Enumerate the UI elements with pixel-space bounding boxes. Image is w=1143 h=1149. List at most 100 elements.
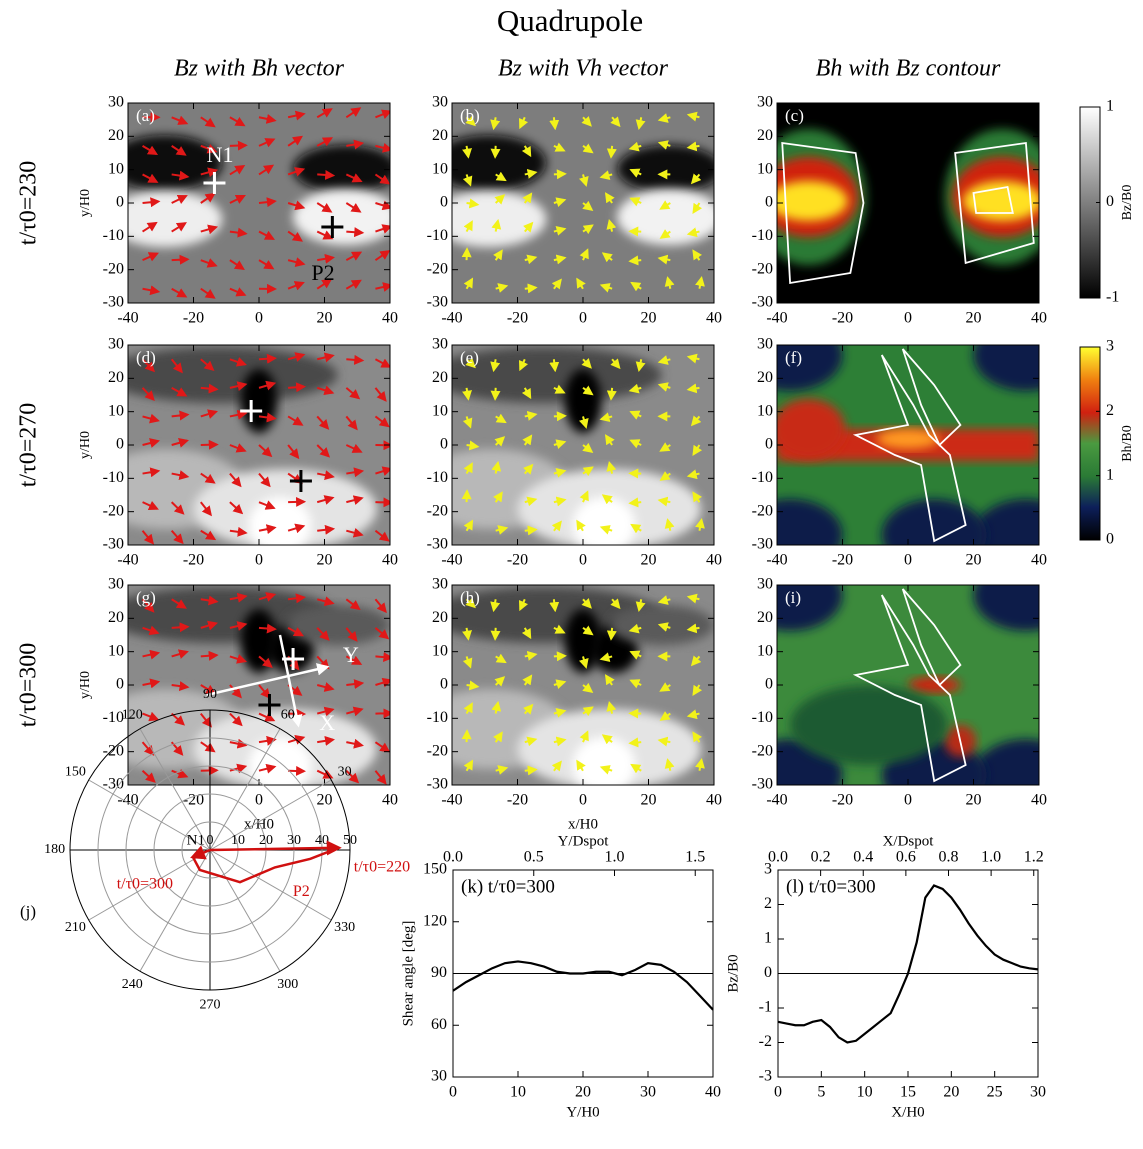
y-tick-label: 30 xyxy=(108,94,124,111)
x-tick-label: -20 xyxy=(183,552,204,569)
vector-arrow xyxy=(611,388,612,399)
y-tick-label: 2 xyxy=(764,895,772,912)
y-tick-label: -1 xyxy=(759,999,772,1016)
x-axis-label: Y/H0 xyxy=(566,1104,599,1120)
column-title: Bz with Bh vector xyxy=(174,56,345,82)
x-tick-label: 20 xyxy=(641,552,657,569)
polar-spoke xyxy=(210,850,280,971)
vector-arrow xyxy=(611,628,612,639)
y-tick-label: -30 xyxy=(103,294,124,311)
vector-arrow xyxy=(554,416,565,417)
panel-label: (b) xyxy=(460,106,480,125)
x-tick-label: -20 xyxy=(832,792,853,809)
x-tick-label: -40 xyxy=(441,792,462,809)
y-tick-label: -30 xyxy=(103,536,124,553)
vector-arrow xyxy=(495,388,496,399)
y-tick-label: -20 xyxy=(103,260,124,277)
map-panel xyxy=(89,345,392,553)
theta-tick-label: 330 xyxy=(334,920,355,935)
x-tick-label: -40 xyxy=(766,552,787,569)
panel-label: (c) xyxy=(785,106,804,125)
y-tick-label: 30 xyxy=(108,336,124,353)
y-tick-label: 20 xyxy=(757,369,773,386)
y-tick-label: 10 xyxy=(757,160,773,177)
colorbar-label: Bh/B0 xyxy=(1120,425,1135,462)
y-tick-label: -30 xyxy=(427,294,448,311)
row-label: t/τ0=230 xyxy=(16,161,42,246)
field-region xyxy=(974,559,1079,631)
colorbar-tick-label: 3 xyxy=(1106,338,1114,355)
y-tick-label: 0 xyxy=(764,964,772,981)
x-tick-label: -40 xyxy=(766,792,787,809)
x-tick-label: -20 xyxy=(832,310,853,327)
y-tick-label: 20 xyxy=(108,369,124,386)
vector-arrow xyxy=(630,260,641,261)
y-tick-label: 10 xyxy=(432,402,448,419)
x-tick-label: 20 xyxy=(966,792,982,809)
y-axis-label: Bz/B0 xyxy=(725,954,741,992)
y-tick-label: 20 xyxy=(757,127,773,144)
x-tick-label: 0 xyxy=(904,552,912,569)
y-tick-label: -20 xyxy=(752,742,773,759)
x-tick-label: 0 xyxy=(579,552,587,569)
vector-arrow xyxy=(630,502,641,503)
field-region xyxy=(617,145,722,193)
y-tick-label: 0 xyxy=(765,436,773,453)
field-region xyxy=(617,189,722,245)
panel-label: (d) xyxy=(136,348,156,367)
colorbar xyxy=(1080,347,1100,540)
x-tick-label: -20 xyxy=(507,310,528,327)
x-tick-label: 25 xyxy=(987,1084,1003,1101)
y-tick-label: 120 xyxy=(423,912,447,929)
x-tick-label: 40 xyxy=(706,552,722,569)
colorbar-tick-label: 1 xyxy=(1106,98,1114,115)
y-tick-label: 0 xyxy=(440,676,448,693)
x-tick-label: 10 xyxy=(510,1084,526,1101)
map-panel xyxy=(413,345,714,553)
field-region xyxy=(974,319,1079,391)
vector-arrow xyxy=(346,359,362,360)
field-region xyxy=(769,181,848,221)
x-tick-label: -20 xyxy=(507,552,528,569)
map-panel xyxy=(413,585,714,793)
y-tick-label: -10 xyxy=(427,469,448,486)
x-tick-label: -20 xyxy=(183,792,204,809)
r-tick-label: 20 xyxy=(259,833,273,848)
x2-axis-label: X/Dspot xyxy=(883,833,935,849)
x-tick-label: 40 xyxy=(1031,310,1047,327)
y-tick-label: 0 xyxy=(440,194,448,211)
r-tick-label: 40 xyxy=(315,833,329,848)
y-tick-label: -30 xyxy=(752,776,773,793)
vector-arrow xyxy=(317,174,333,175)
x-tick-label: -40 xyxy=(117,310,138,327)
panel-label: (f) xyxy=(785,348,802,367)
vector-arrow xyxy=(630,742,641,743)
field-region xyxy=(293,189,398,245)
x-tick-label: 0 xyxy=(904,310,912,327)
panel-label: (l) t/τ0=300 xyxy=(786,876,876,897)
vector-arrow xyxy=(201,655,217,656)
x-tick-label: -40 xyxy=(766,310,787,327)
field-region xyxy=(877,429,940,449)
y-tick-label: 10 xyxy=(108,160,124,177)
y-tick-label: 10 xyxy=(757,402,773,419)
x2-tick-label: 0.8 xyxy=(938,849,958,866)
x-tick-label: 0 xyxy=(255,792,263,809)
column-title: Bz with Vh vector xyxy=(498,56,669,82)
x-tick-label: -40 xyxy=(117,792,138,809)
x-axis-label: x/H0 xyxy=(244,816,274,832)
y-tick-label: 3 xyxy=(764,861,772,878)
y-axis-label: y/H0 xyxy=(78,189,93,217)
map-panel xyxy=(107,103,398,303)
r-tick-label: 10 xyxy=(231,833,245,848)
annotation: N1 xyxy=(207,142,234,167)
theta-tick-label: 120 xyxy=(122,708,143,723)
x-axis-label: x/H0 xyxy=(568,816,598,832)
x2-axis-label: Y/Dspot xyxy=(558,833,610,849)
r-tick-label: 50 xyxy=(343,833,357,848)
colorbar-tick-label: 1 xyxy=(1106,466,1114,483)
x-tick-label: 20 xyxy=(966,552,982,569)
y-tick-label: -10 xyxy=(103,227,124,244)
y-tick-label: 20 xyxy=(108,127,124,144)
y-tick-label: 0 xyxy=(116,436,124,453)
